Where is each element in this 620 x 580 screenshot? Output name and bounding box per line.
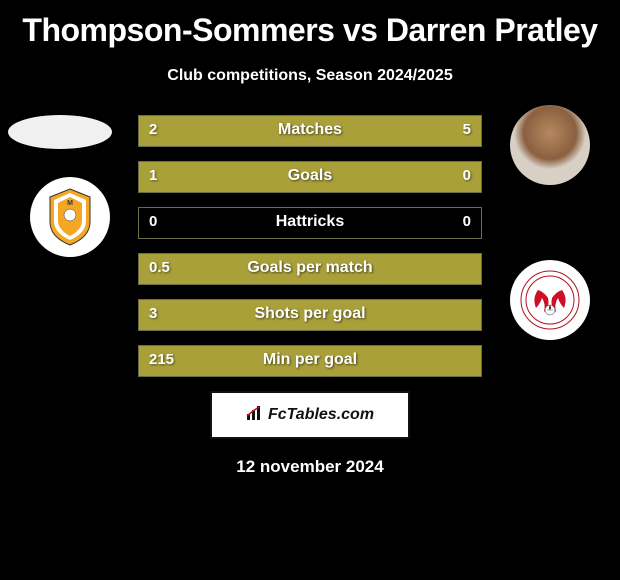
stat-row: 0 0Hattricks xyxy=(138,207,482,239)
stat-row: 0.5Goals per match xyxy=(138,253,482,285)
stat-bar-right xyxy=(237,116,481,146)
stat-bar-left xyxy=(139,300,481,330)
stat-bar-left xyxy=(139,254,481,284)
stat-value-left: 215 xyxy=(149,351,174,368)
leyton-orient-badge-icon xyxy=(520,270,580,330)
mk-dons-shield-icon: M xyxy=(45,187,95,247)
player-photo-left xyxy=(8,115,112,149)
stat-value-right: 0 xyxy=(463,167,471,184)
stat-value-right: 5 xyxy=(463,121,471,138)
chart-icon xyxy=(246,405,264,426)
stat-bar-left xyxy=(139,346,481,376)
stat-value-left: 0.5 xyxy=(149,259,170,276)
comparison-date: 12 november 2024 xyxy=(0,457,620,477)
stat-value-left: 0 xyxy=(149,213,157,230)
comparison-content: M 25Matches10Goals00Hattricks0.5Goals pe… xyxy=(0,115,620,477)
stat-value-left: 3 xyxy=(149,305,157,322)
stat-bar-left xyxy=(139,162,481,192)
branding-text: FcTables.com xyxy=(268,406,374,424)
stats-list: 25Matches10Goals00Hattricks0.5Goals per … xyxy=(138,115,482,377)
club-logo-left: M xyxy=(30,177,110,257)
svg-text:M: M xyxy=(67,200,73,207)
comparison-title: Thompson-Sommers vs Darren Pratley xyxy=(0,0,620,49)
stat-label: Hattricks xyxy=(139,213,481,231)
player-photo-right xyxy=(510,105,590,185)
stat-value-right: 0 xyxy=(463,213,471,230)
branding-box: FcTables.com xyxy=(210,391,410,439)
stat-value-left: 2 xyxy=(149,121,157,138)
stat-row: 10Goals xyxy=(138,161,482,193)
club-logo-right xyxy=(510,260,590,340)
comparison-subtitle: Club competitions, Season 2024/2025 xyxy=(0,67,620,85)
stat-value-left: 1 xyxy=(149,167,157,184)
stat-row: 3Shots per goal xyxy=(138,299,482,331)
stat-row: 25Matches xyxy=(138,115,482,147)
stat-row: 215Min per goal xyxy=(138,345,482,377)
